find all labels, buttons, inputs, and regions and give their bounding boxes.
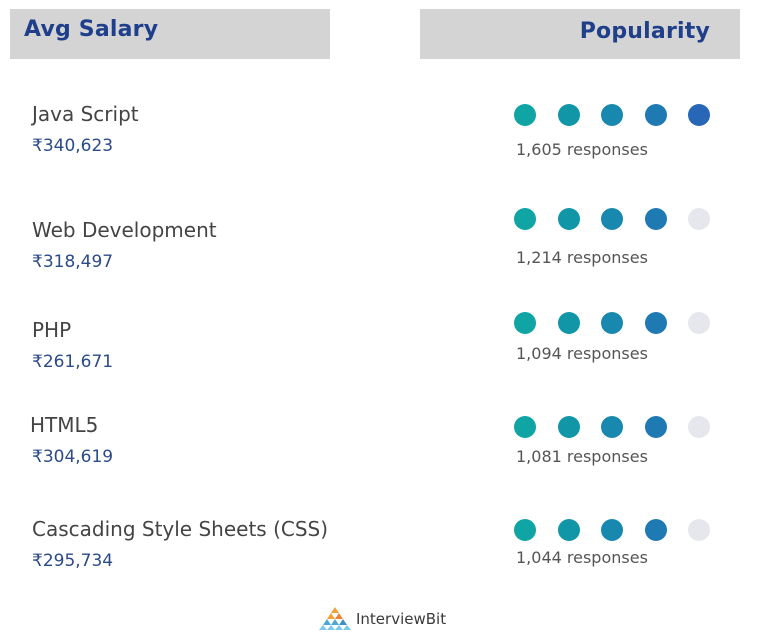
filled-rating-dot [644, 104, 667, 126]
filled-rating-dot [514, 208, 536, 230]
filled-rating-dot [601, 208, 623, 230]
popularity-rating [514, 312, 714, 336]
filled-rating-dot [601, 104, 623, 126]
language-name: Cascading Style Sheets (CSS) [32, 517, 329, 541]
popularity-header-label: Popularity [579, 19, 710, 44]
language-row: Web Development ₹318,497 1,214 responses [0, 208, 757, 298]
filled-rating-dot [557, 416, 580, 438]
filled-rating-dot [514, 519, 536, 541]
empty-rating-dot [688, 416, 710, 438]
empty-rating-dot [688, 519, 710, 541]
filled-rating-dot [601, 416, 623, 438]
language-name: Web Development [32, 218, 217, 242]
language-name: Java Script [32, 102, 139, 126]
popularity-rating [514, 208, 714, 232]
filled-rating-dot [514, 312, 536, 334]
filled-rating-dot [644, 519, 667, 541]
response-count: 1,214 responses [516, 248, 648, 267]
interviewbit-logo-icon [319, 607, 351, 630]
popularity-header: Popularity [420, 9, 740, 59]
avg-salary-header: Avg Salary [10, 9, 330, 59]
interviewbit-logo-text: InterviewBit [356, 610, 447, 628]
language-salary: ₹261,671 [32, 352, 114, 372]
language-salary: ₹295,734 [32, 551, 114, 571]
language-row: PHP ₹261,671 1,094 responses [0, 312, 757, 398]
filled-rating-dot [557, 312, 580, 334]
filled-rating-dot [557, 104, 580, 126]
language-salary: ₹304,619 [32, 447, 114, 467]
filled-rating-dot [557, 519, 580, 541]
language-salary: ₹318,497 [32, 252, 114, 272]
filled-rating-dot [688, 104, 710, 126]
language-row: Cascading Style Sheets (CSS) ₹295,734 1,… [0, 517, 757, 597]
filled-rating-dot [601, 312, 623, 334]
avg-salary-header-label: Avg Salary [24, 17, 159, 42]
response-count: 1,094 responses [516, 344, 648, 363]
language-row: Java Script ₹340,623 1,605 responses [0, 102, 757, 182]
language-salary: ₹340,623 [32, 136, 114, 156]
filled-rating-dot [557, 208, 580, 230]
empty-rating-dot [688, 312, 710, 334]
filled-rating-dot [601, 519, 623, 541]
response-count: 1,044 responses [516, 548, 648, 567]
interviewbit-logo: InterviewBit [318, 606, 458, 632]
filled-rating-dot [514, 416, 536, 438]
popularity-rating [514, 416, 714, 440]
language-row: HTML5 ₹304,619 1,081 responses [0, 413, 757, 493]
empty-rating-dot [688, 208, 710, 230]
popularity-rating [514, 519, 714, 543]
filled-rating-dot [644, 208, 667, 230]
filled-rating-dot [644, 416, 667, 438]
popularity-rating [514, 104, 714, 128]
language-name: PHP [32, 318, 72, 342]
filled-rating-dot [644, 312, 667, 334]
filled-rating-dot [514, 104, 536, 126]
response-count: 1,081 responses [516, 447, 648, 466]
language-name: HTML5 [30, 413, 99, 437]
response-count: 1,605 responses [516, 140, 648, 159]
